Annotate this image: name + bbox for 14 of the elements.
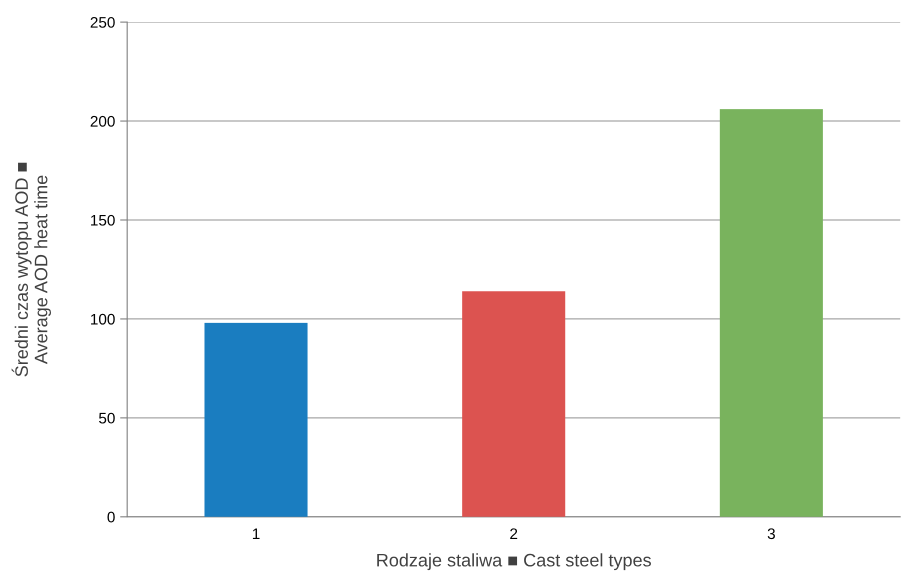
y-tick-label: 100 xyxy=(91,314,115,325)
y-tick-label: 0 xyxy=(107,512,115,522)
bar xyxy=(462,291,566,517)
bar xyxy=(204,322,308,517)
y-tick-label: 250 xyxy=(90,16,115,28)
y-tick-label: 200 xyxy=(90,116,115,127)
y-tick-label: 50 xyxy=(98,412,115,424)
y-tick-label: 150 xyxy=(91,214,115,226)
bar xyxy=(720,109,823,517)
x-tick-label: 2 xyxy=(510,528,518,539)
y-axis-title: Średni czas wytopu AOD ■ Average AOD heat time xyxy=(12,162,51,376)
x-tick-label: 1 xyxy=(252,528,260,539)
x-tick-label: 3 xyxy=(768,528,775,540)
x-axis-title: Rodzaje staliwa ■ Cast steel types xyxy=(377,553,651,570)
